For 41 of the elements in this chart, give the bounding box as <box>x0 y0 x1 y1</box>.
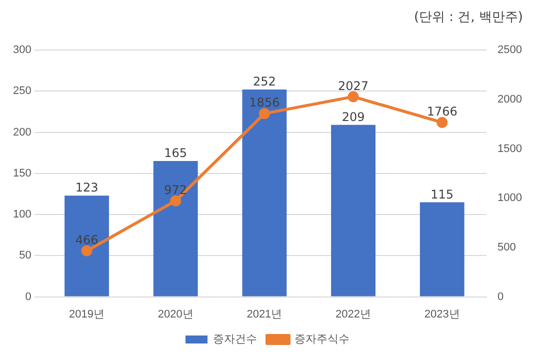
point <box>170 195 182 206</box>
x-tick-label: 2023년 <box>424 308 460 320</box>
text: (단위 : 건, 백만주) <box>414 9 523 26</box>
data-label: 115 <box>430 187 454 202</box>
y-tick-label: 0 <box>25 290 32 303</box>
point <box>81 245 92 256</box>
legend-label: 증자주식수 <box>294 334 350 346</box>
data-label: 252 <box>252 74 276 89</box>
bar <box>64 196 109 296</box>
point <box>258 108 270 120</box>
bar <box>153 161 198 296</box>
y-tick-label: 50 <box>19 250 32 262</box>
data-label: 1856 <box>249 96 280 110</box>
y2-tick-label: 0 <box>498 290 504 303</box>
y2-tick-label: 2000 <box>498 93 522 106</box>
y-tick-label: 300 <box>12 44 32 56</box>
x-tick-label: 2021년 <box>246 308 282 320</box>
y-tick-label: 200 <box>12 126 32 138</box>
y2-tick-label: 1500 <box>498 142 522 155</box>
x-tick-label: 2019년 <box>69 308 105 320</box>
y2-tick-label: 1000 <box>498 192 522 204</box>
bar <box>242 89 287 296</box>
point <box>348 91 359 102</box>
data-label: 209 <box>342 110 365 124</box>
data-label: 2027 <box>338 78 369 93</box>
data-label: 1766 <box>426 104 458 119</box>
y2-tick-label: 2500 <box>498 44 522 56</box>
y-tick-label: 100 <box>12 208 32 221</box>
bar <box>420 202 464 296</box>
y-tick-label: 250 <box>12 85 32 98</box>
y2-tick-label: 500 <box>498 241 516 254</box>
data-label: 972 <box>164 182 188 197</box>
y-tick-label: 150 <box>12 167 32 180</box>
bar <box>331 124 376 296</box>
x-tick-label: 2022년 <box>336 308 372 320</box>
data-label: 165 <box>164 146 188 160</box>
point <box>436 116 448 128</box>
data-label: 466 <box>75 232 98 247</box>
data-label: 123 <box>75 180 98 195</box>
legend-label: 증자건수 <box>213 334 257 346</box>
x-tick-label: 2020년 <box>158 308 194 320</box>
